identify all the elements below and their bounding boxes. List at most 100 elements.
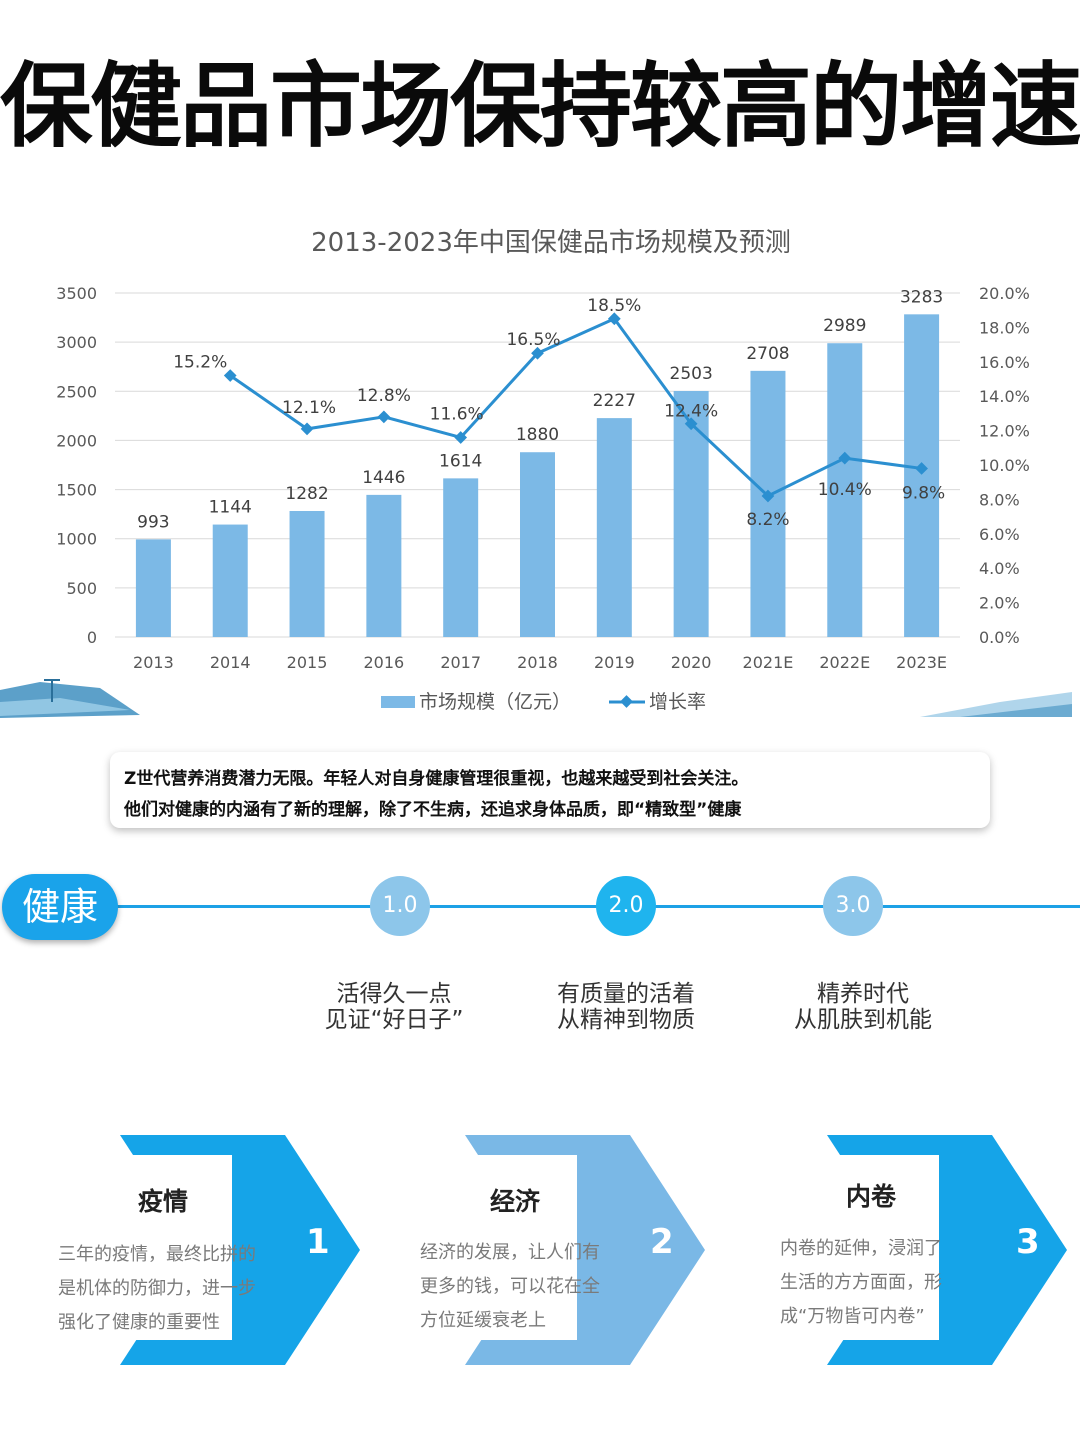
bar: [673, 390, 709, 637]
left-tick-label: 1500: [56, 481, 97, 500]
x-tick-label: 2014: [210, 653, 251, 672]
growth-point: [454, 431, 468, 444]
right-tick-label: 16.0%: [979, 353, 1030, 372]
growth-value-label: 12.8%: [357, 386, 411, 406]
card-3-chevron-shape: [822, 1135, 1067, 1365]
bar: [750, 370, 786, 637]
right-tick-label: 20.0%: [979, 284, 1030, 303]
right-axis: 0.0% 2.0% 4.0% 6.0% 8.0% 10.0% 12.0% 14.0% 16.0%…: [979, 284, 1030, 647]
x-tick-label: 2013: [133, 653, 174, 672]
left-tick-label: 2000: [56, 431, 97, 450]
stage-1-text: 活得久一点 见证“好日子”: [274, 981, 514, 1033]
bar-value-label: 1144: [209, 498, 252, 518]
stage-1-line-2: 见证“好日子”: [324, 1007, 464, 1033]
x-axis: 2013 2014 2015 2016 2017 2018 2019 2020 2021E 202…: [133, 653, 947, 672]
stage-1-line-1: 活得久一点: [336, 981, 452, 1007]
x-tick-label: 2019: [594, 653, 635, 672]
right-tick-label: 2.0%: [979, 594, 1020, 613]
bar-value-label: 1880: [516, 425, 559, 445]
bar: [212, 524, 248, 637]
x-tick-label: 2023E: [896, 653, 947, 672]
bar: [827, 343, 863, 637]
growth-value-label: 9.8%: [902, 483, 945, 503]
card-3-line-3: 成“万物皆可内卷”: [780, 1306, 925, 1327]
left-tick-label: 2500: [56, 382, 97, 401]
growth-point: [223, 369, 237, 382]
growth-labels: 15.2% 12.1% 12.8% 11.6% 16.5% 18.5% 12.4% 8.2% 1…: [173, 296, 945, 530]
bar: [135, 539, 171, 637]
bar: [443, 478, 479, 637]
zgen-callout: Z世代营养消费潜力无限。年轻人对自身健康管理很重视，也越来越受到社会关注。 他们…: [110, 752, 990, 828]
growth-line-series: [223, 312, 928, 503]
card-1-title: 疫情: [138, 1187, 189, 1216]
chart-title: 2013-2023年中国保健品市场规模及预测: [311, 228, 791, 258]
left-tick-label: 3000: [56, 333, 97, 352]
right-tick-label: 12.0%: [979, 422, 1030, 441]
right-tick-label: 4.0%: [979, 559, 1020, 578]
right-tick-label: 6.0%: [979, 525, 1020, 544]
x-tick-label: 2018: [517, 653, 558, 672]
stage-3-line-2: 从肌肤到机能: [794, 1007, 932, 1033]
bar-labels: 993 1144 1282 1446 1614 1880 2227 2503 2708 2989 3…: [137, 287, 943, 532]
growth-value-label: 12.4%: [664, 402, 718, 422]
bar: [289, 510, 325, 637]
card-2-line-2: 更多的钱，可以花在全: [420, 1276, 600, 1297]
growth-value-label: 12.1%: [282, 398, 336, 418]
growth-line: [229, 316, 922, 498]
card-1-line-3: 强化了健康的重要性: [58, 1312, 220, 1333]
left-axis: 0 500 1000 1500 2000 2500 3000 3500: [56, 284, 97, 647]
card-3-body: 内卷的延伸，浸润了 生活的方方面面，形 成“万物皆可内卷”: [780, 1232, 942, 1334]
stage-3-line-1: 精养时代: [817, 981, 909, 1007]
bar-value-label: 2503: [670, 364, 713, 384]
x-tick-label: 2022E: [819, 653, 870, 672]
card-3-line-2: 生活的方方面面，形: [780, 1272, 942, 1293]
bar-value-label: 3283: [900, 287, 943, 307]
card-2-line-3: 方位延缓衰老上: [420, 1310, 546, 1331]
legend-line-label: 增长率: [649, 691, 706, 713]
left-tick-label: 1000: [56, 530, 97, 549]
page-headline: 保健品市场保持较高的增速: [0, 53, 1080, 160]
bar: [520, 452, 555, 637]
growth-point: [300, 422, 314, 436]
growth-value-label: 18.5%: [587, 296, 641, 316]
bar-value-label: 993: [137, 512, 169, 532]
left-tick-label: 3500: [56, 284, 97, 303]
card-2-title: 经济: [490, 1187, 541, 1216]
legend-line-marker: [620, 695, 633, 708]
callout-line-1: Z世代营养消费潜力无限。年轻人对自身健康管理很重视，也越来越受到社会关注。: [124, 769, 749, 789]
right-tick-label: 14.0%: [979, 387, 1030, 406]
decor-left-strip: [0, 679, 140, 718]
chart-legend: 市场规模（亿元） 增长率: [381, 691, 706, 713]
x-tick-label: 2017: [440, 653, 481, 672]
card-1-chevron-shape: [115, 1135, 360, 1365]
growth-point: [377, 410, 391, 424]
stage-2-line-1: 有质量的活着: [557, 981, 695, 1007]
x-tick-label: 2016: [364, 653, 405, 672]
x-tick-label: 2021E: [743, 653, 794, 672]
x-tick-label: 2020: [671, 653, 712, 672]
bar: [596, 418, 632, 637]
bar-series: [135, 314, 940, 637]
timeline-line: [100, 905, 1080, 908]
card-2-chevron-shape: [460, 1135, 705, 1365]
bar: [366, 494, 402, 637]
card-1-number: 1: [306, 1222, 330, 1262]
card-2-number: 2: [650, 1222, 674, 1262]
growth-value-label: 8.2%: [746, 510, 789, 530]
stage-2-circle: 2.0: [596, 876, 656, 936]
left-tick-label: 0: [87, 628, 97, 647]
stage-1-circle: 1.0: [370, 876, 430, 936]
stage-2-text: 有质量的活着 从精神到物质: [506, 981, 746, 1033]
stage-2-line-2: 从精神到物质: [557, 1007, 695, 1033]
card-3-number: 3: [1016, 1222, 1040, 1262]
x-tick-label: 2015: [287, 653, 328, 672]
growth-value-label: 16.5%: [506, 330, 560, 350]
bar-value-label: 2708: [746, 344, 789, 364]
growth-value-label: 11.6%: [430, 404, 484, 424]
legend-bar-label: 市场规模（亿元）: [419, 691, 571, 713]
market-chart: 2013-2023年中国保健品市场规模及预测 0 500 1000 1500 2000 2…: [0, 228, 1072, 718]
bar-value-label: 2989: [823, 316, 866, 336]
stage-3-circle: 3.0: [823, 876, 883, 936]
card-1-line-1: 三年的疫情，最终比拼的: [58, 1244, 256, 1265]
bar: [904, 314, 940, 637]
